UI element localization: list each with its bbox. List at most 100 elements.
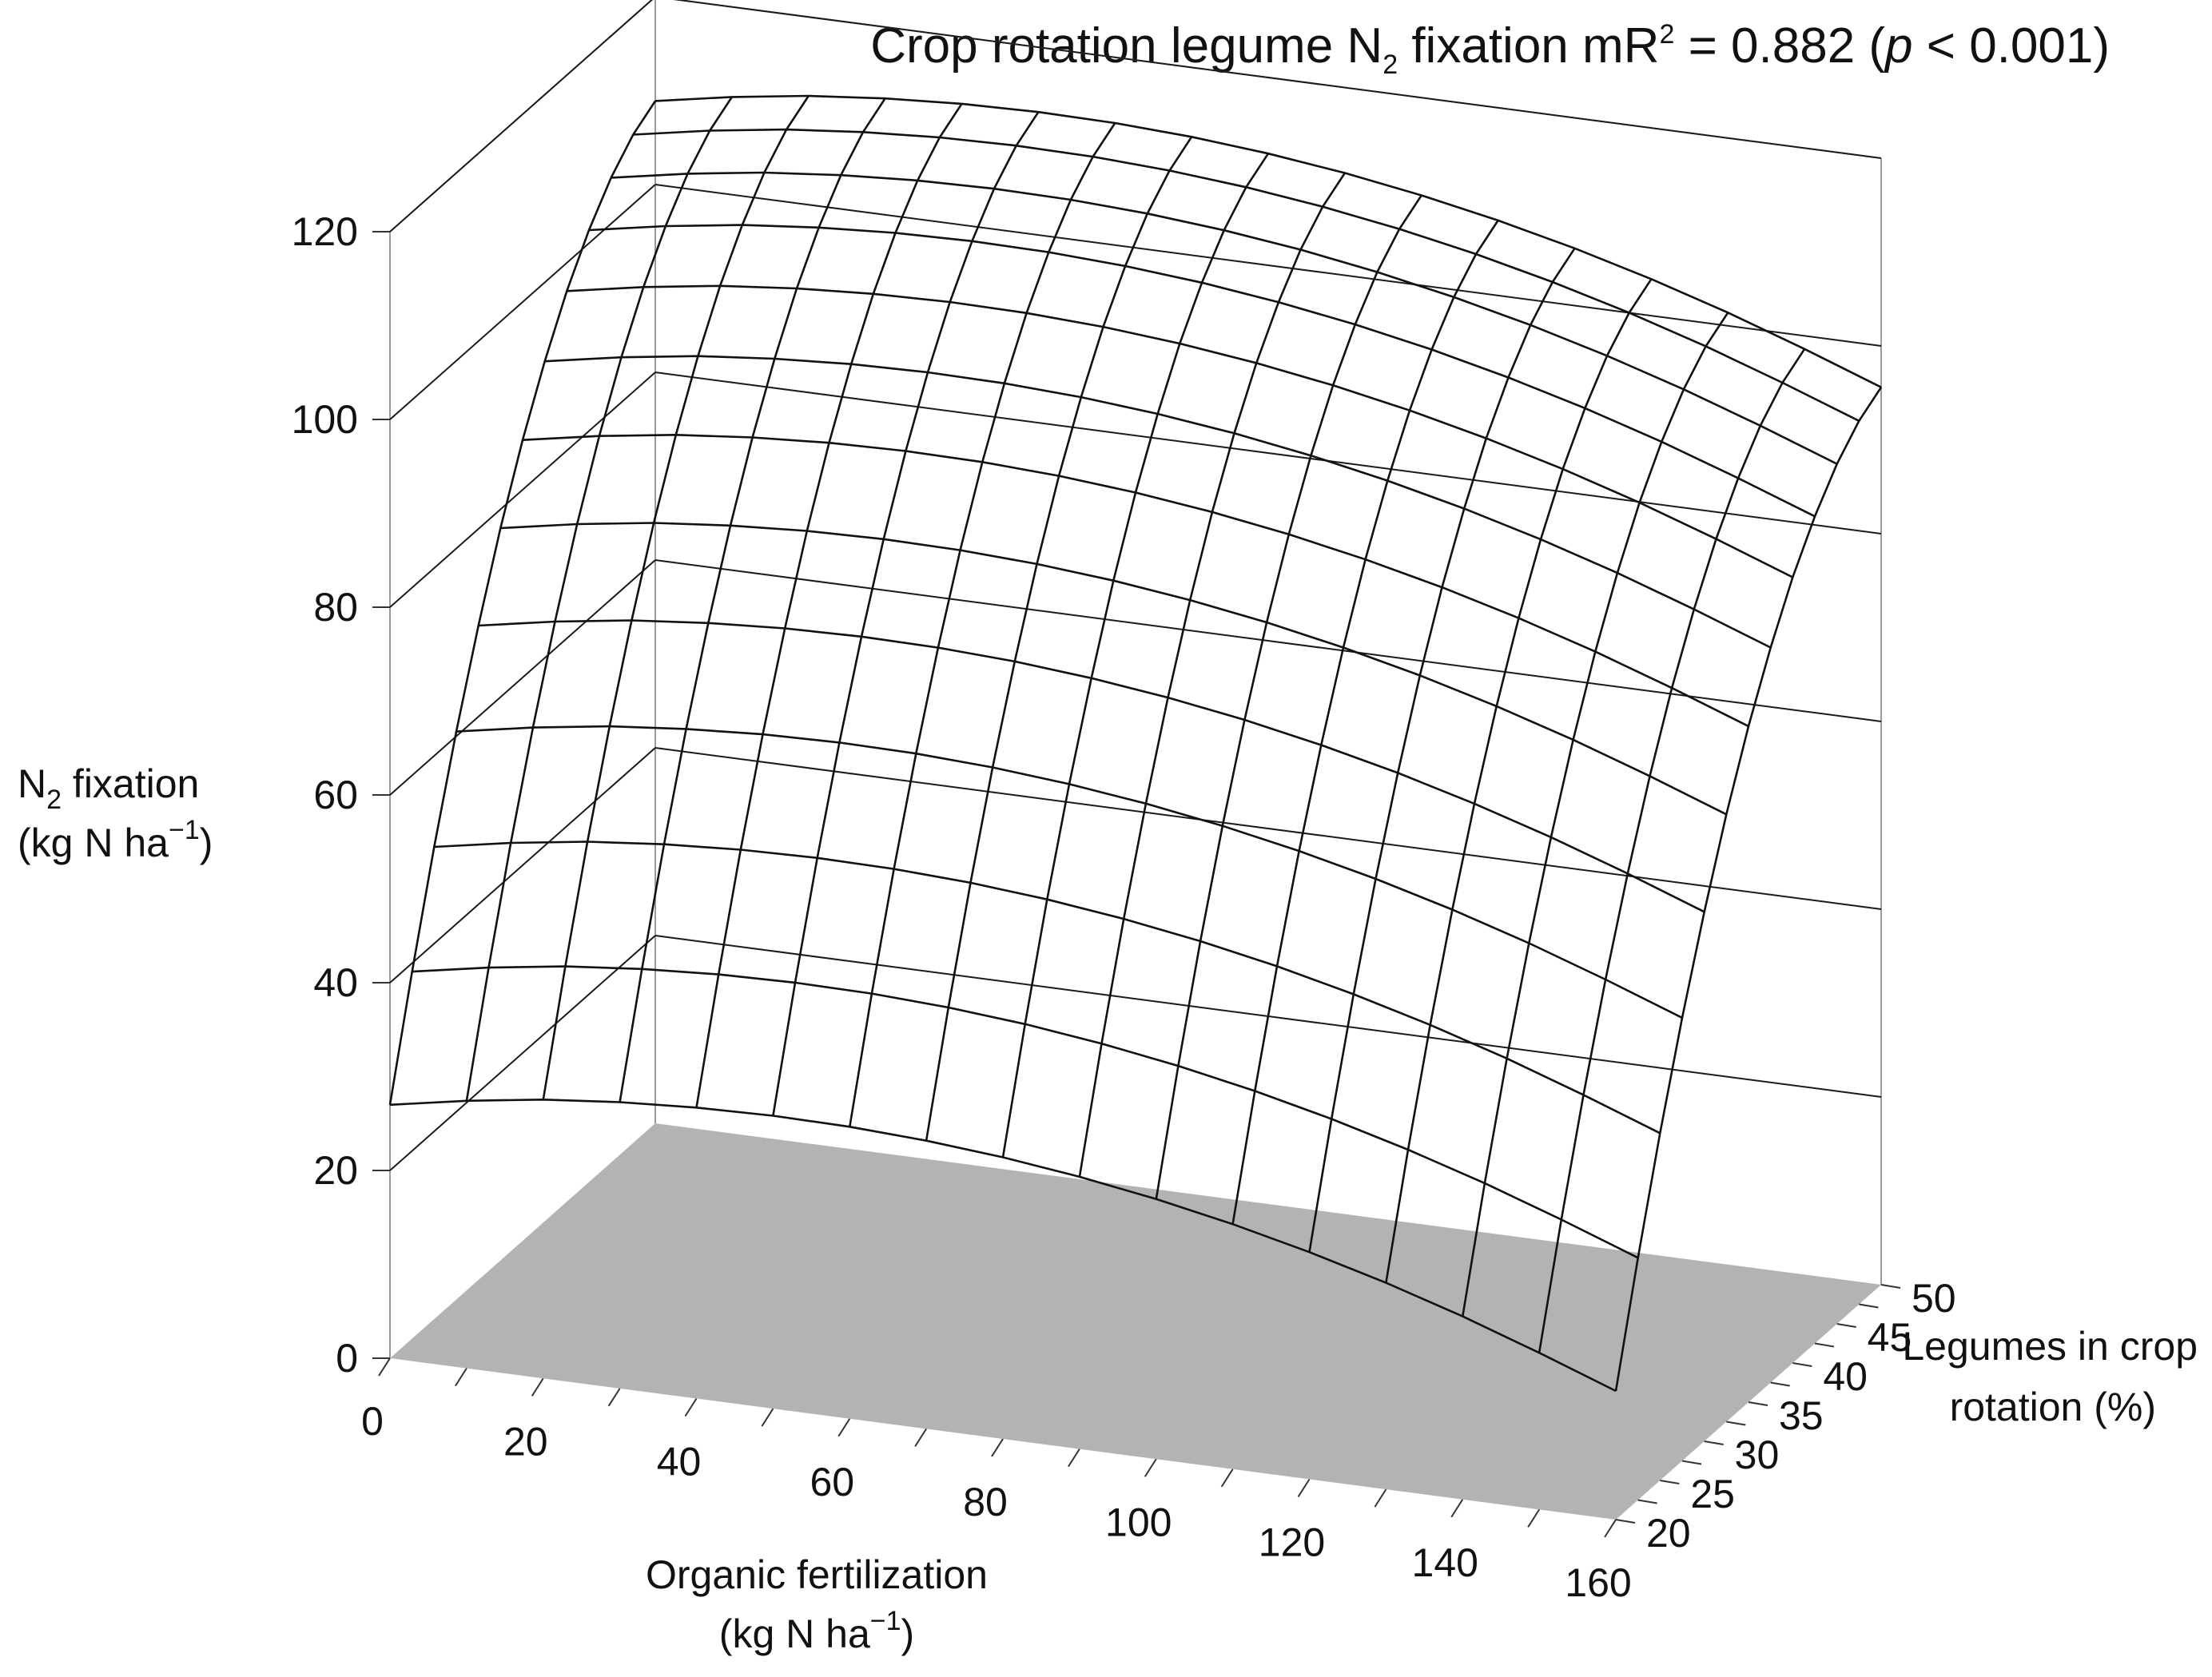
x-axis-title-line2: (kg N ha−1) <box>719 1606 914 1656</box>
y-tick-label: 45 <box>1868 1315 1912 1360</box>
mesh-line-const-fertilization <box>1462 312 1729 1317</box>
x-tick-label: 0 <box>361 1399 384 1444</box>
x-tick <box>607 1388 621 1407</box>
mesh-line-const-legume <box>567 284 1793 578</box>
x-tick-label: 140 <box>1412 1540 1478 1585</box>
z-axis-unit-end: ) <box>200 821 213 865</box>
y-tick <box>1748 1401 1768 1406</box>
back-wall-gridline <box>654 747 1882 910</box>
mesh-line-const-legume <box>544 355 1772 649</box>
y-axis-title-line2: rotation (%) <box>1950 1385 2156 1429</box>
x-axis-unit-superscript: −1 <box>870 1606 901 1636</box>
x-tick-label: 40 <box>657 1440 702 1484</box>
mesh-line-const-fertilization <box>465 96 733 1102</box>
mesh-line-const-fertilization <box>1078 172 1346 1178</box>
z-axis-title-subscript: 2 <box>46 785 62 815</box>
mesh-line-const-legume <box>500 522 1727 816</box>
left-wall-gridline <box>389 935 656 1171</box>
back-wall-gridline <box>654 559 1882 722</box>
z-tick-label: 100 <box>292 397 358 442</box>
left-wall-gridline <box>389 184 656 420</box>
mesh-line-const-fertilization <box>388 100 657 1106</box>
x-tick-label: 120 <box>1259 1520 1325 1565</box>
left-wall-gridline <box>389 559 656 796</box>
mesh-line-const-fertilization <box>1308 248 1576 1253</box>
mesh-line-const-fertilization <box>542 95 810 1100</box>
z-tick-label: 20 <box>313 1148 358 1193</box>
mesh-line-const-fertilization <box>1155 194 1422 1200</box>
z-axis-unit-superscript: −1 <box>169 815 200 845</box>
y-tick <box>1681 1460 1702 1465</box>
x-axis-unit-end: ) <box>901 1611 915 1656</box>
y-tick-label: 20 <box>1646 1511 1691 1556</box>
mesh-line-const-legume <box>522 433 1749 728</box>
x-tick <box>761 1408 774 1427</box>
y-tick-label: 40 <box>1823 1354 1868 1399</box>
x-tick <box>1527 1508 1540 1528</box>
mesh-line-const-fertilization <box>772 111 1040 1116</box>
x-tick-label: 160 <box>1565 1560 1631 1605</box>
x-tick <box>1144 1458 1157 1477</box>
mesh-line-const-fertilization <box>1385 278 1653 1283</box>
mesh-line-const-fertilization <box>1231 220 1499 1225</box>
mesh-line-const-fertilization <box>1001 153 1270 1158</box>
axis-frame <box>389 0 1882 1358</box>
y-tick-label: 50 <box>1912 1276 1956 1321</box>
y-axis-title-line1: Legumes in crop <box>1902 1324 2198 1369</box>
mesh-line-const-fertilization <box>1538 348 1806 1353</box>
chart-title-prefix: Crop rotation legume N <box>870 18 1382 74</box>
x-tick <box>1374 1488 1387 1508</box>
y-tick <box>1704 1441 1724 1445</box>
y-tick <box>1836 1323 1856 1328</box>
y-tick-label: 30 <box>1735 1433 1780 1477</box>
x-tick <box>1450 1499 1464 1518</box>
mesh-line-const-fertilization <box>619 97 886 1103</box>
z-axis-title-main: N <box>18 761 46 806</box>
x-tick <box>914 1428 927 1447</box>
z-axis-title-rest: fixation <box>62 761 199 806</box>
left-wall-gridline <box>389 747 656 984</box>
z-axis-title-line1: N2 fixation <box>18 761 199 815</box>
y-tick <box>1880 1284 1901 1289</box>
x-axis-unit-main: (kg N ha <box>719 1611 870 1656</box>
chart-title-suffix: < 0.001) <box>1913 18 2110 74</box>
x-tick <box>991 1438 1004 1457</box>
z-axis-title-line2: (kg N ha−1) <box>18 815 213 865</box>
mesh-line-const-fertilization <box>849 122 1116 1127</box>
x-tick-label: 60 <box>810 1460 854 1504</box>
x-tick <box>378 1357 391 1377</box>
z-tick-label: 120 <box>292 209 358 254</box>
surface-mesh <box>388 94 1883 1393</box>
x-axis-title-line1: Organic fertilization <box>646 1552 988 1597</box>
mesh-line-const-fertilization <box>695 103 963 1108</box>
z-tick-label: 40 <box>313 960 358 1005</box>
back-wall-gridline <box>673 0 1882 159</box>
x-tick <box>1297 1478 1311 1498</box>
x-tick-labels: 0 20 40 60 80 100 120 140 160 <box>361 1399 1632 1605</box>
y-tick <box>1615 1519 1636 1524</box>
z-tick-label: 60 <box>313 773 358 817</box>
x-tick <box>684 1397 698 1417</box>
z-tick-label: 0 <box>336 1336 358 1381</box>
x-tick <box>455 1368 467 1387</box>
x-tick <box>1604 1519 1617 1538</box>
chart-title-p-symbol: p <box>1884 18 1912 74</box>
axis-ticks <box>372 231 1901 1538</box>
x-tick <box>837 1418 851 1437</box>
mesh-line-const-legume <box>633 128 1860 422</box>
y-tick <box>1859 1303 1879 1309</box>
chart-title-subscript: 2 <box>1382 50 1398 80</box>
chart-title: Crop rotation legume N2 fixation mR2 = 0… <box>870 18 2110 80</box>
mesh-line-const-legume <box>611 171 1838 465</box>
mesh-line-const-legume <box>588 224 1816 518</box>
y-tick <box>1814 1342 1835 1348</box>
chart-title-superscript: 2 <box>1659 19 1674 50</box>
x-tick <box>1220 1468 1234 1488</box>
x-tick-label: 80 <box>963 1480 1008 1524</box>
y-tick <box>1792 1362 1812 1367</box>
mesh-line-const-legume <box>478 619 1705 913</box>
x-tick-label: 100 <box>1105 1500 1172 1544</box>
z-axis-unit-main: (kg N ha <box>18 821 169 865</box>
chart-title-stat: = 0.882 ( <box>1674 18 1885 74</box>
